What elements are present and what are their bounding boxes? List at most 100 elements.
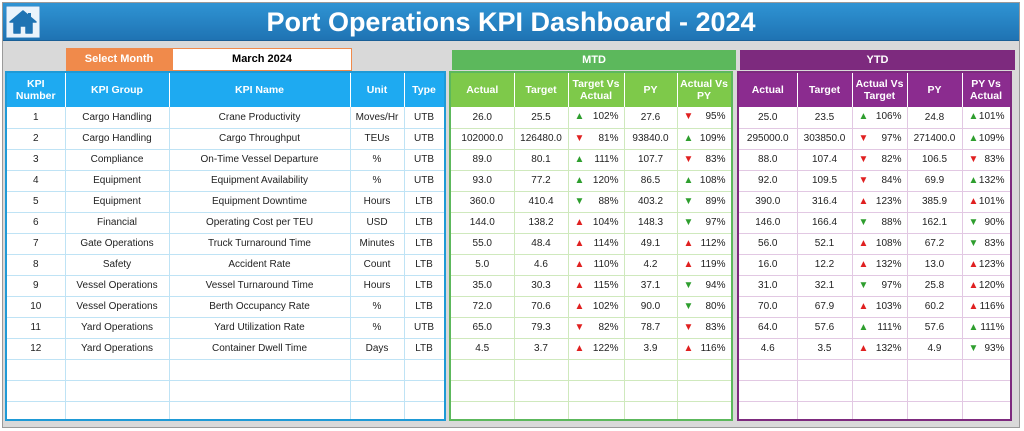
table-row: 390.0 316.4 ▲ 123% 385.9 ▲ 101%	[739, 191, 1010, 213]
ytd-actual-cell: 146.0	[739, 212, 798, 234]
ytd-actual-vs-target-cell: ▼ 88%	[852, 212, 908, 234]
ytd-actual-vs-target-cell: ▲ 108%	[852, 233, 908, 255]
mtd-actual-vs-py-cell: ▼ 94%	[677, 275, 731, 297]
percent-value: 108%	[699, 174, 726, 186]
mtd-actual-vs-py-cell: ▲ 109%	[677, 128, 731, 150]
mtd-target-vs-actual-cell: ▲ 114%	[568, 233, 625, 255]
kpi-group-cell: Vessel Operations	[65, 275, 170, 297]
empty-cell	[65, 380, 170, 402]
mtd-actual-vs-py-cell: ▼ 80%	[677, 296, 731, 318]
table-row: 4.6 3.5 ▲ 132% 4.9 ▼ 93%	[739, 338, 1010, 360]
kpi-number-cell: 7	[7, 233, 66, 255]
percent-value: 102%	[592, 111, 619, 122]
mtd-actual-cell: 65.0	[451, 317, 515, 339]
table-row: 93.0 77.2 ▲ 120% 86.5 ▲ 108%	[451, 170, 731, 192]
home-icon[interactable]	[5, 5, 41, 39]
empty-cell	[568, 380, 625, 402]
empty-cell	[65, 401, 170, 419]
up-arrow-icon: ▲	[858, 342, 869, 354]
type-cell: UTB	[404, 317, 444, 339]
kpi-name-cell: Container Dwell Time	[169, 338, 351, 360]
kpi-group-cell: Vessel Operations	[65, 296, 170, 318]
kpi-number-cell: 2	[7, 128, 66, 150]
kpi-group-cell: Yard Operations	[65, 338, 170, 360]
percent-value: 81%	[598, 132, 619, 144]
mtd-target-cell: 48.4	[514, 233, 569, 255]
percent-value: 111%	[594, 153, 619, 165]
mtd-actual-vs-py-cell: ▲ 116%	[677, 338, 731, 360]
title-bar: Port Operations KPI Dashboard - 2024	[3, 3, 1019, 41]
select-month-dropdown[interactable]: March 2024	[172, 48, 352, 71]
table-row: 8 Safety Accident Rate Count LTB	[7, 254, 444, 276]
table-row: 25.0 23.5 ▲ 106% 24.8 ▲ 101%	[739, 107, 1010, 129]
percent-value: 123%	[978, 258, 1005, 270]
ytd-target-cell: 57.6	[797, 317, 853, 339]
up-arrow-icon: ▲	[683, 258, 694, 270]
mtd-actual-cell: 89.0	[451, 149, 515, 171]
ytd-py-cell: 271400.0	[907, 128, 963, 150]
header-kpi-group: KPI Group	[65, 73, 170, 107]
kpi-group-cell: Equipment	[65, 191, 170, 213]
kpi-name-cell: Crane Productivity	[169, 107, 351, 129]
mtd-py-cell: 78.7	[624, 317, 678, 339]
empty-cell	[350, 359, 405, 381]
kpi-number-cell: 8	[7, 254, 66, 276]
empty-cell	[451, 401, 515, 419]
kpi-name-cell: Vessel Turnaround Time	[169, 275, 351, 297]
mtd-target-vs-actual-cell: ▼ 88%	[568, 191, 625, 213]
empty-cell	[852, 359, 908, 381]
ytd-py-cell: 4.9	[907, 338, 963, 360]
ytd-actual-cell: 31.0	[739, 275, 798, 297]
kpi-info-table: KPI Number KPI Group KPI Name Unit Type …	[7, 73, 444, 419]
type-cell: LTB	[404, 296, 444, 318]
empty-cell	[907, 359, 963, 381]
header-mtd-actual-vs-py: Actual Vs PY	[677, 73, 731, 107]
percent-value: 89%	[705, 195, 726, 207]
type-cell: UTB	[404, 149, 444, 171]
table-row: 89.0 80.1 ▲ 111% 107.7 ▼ 83%	[451, 149, 731, 171]
up-arrow-icon: ▲	[574, 300, 585, 312]
up-arrow-icon: ▲	[574, 342, 585, 354]
ytd-py-vs-actual-cell: ▲ 120%	[962, 275, 1010, 297]
ytd-target-cell: 107.4	[797, 149, 853, 171]
empty-row	[7, 380, 444, 402]
mtd-target-cell: 80.1	[514, 149, 569, 171]
up-arrow-icon: ▲	[858, 195, 869, 207]
ytd-target-cell: 32.1	[797, 275, 853, 297]
mtd-target-vs-actual-cell: ▲ 115%	[568, 275, 625, 297]
ytd-target-cell: 23.5	[797, 107, 853, 129]
empty-cell	[797, 401, 853, 419]
table-row: 11 Yard Operations Yard Utilization Rate% U…	[7, 317, 444, 339]
mtd-target-cell: 4.6	[514, 254, 569, 276]
empty-cell	[624, 359, 678, 381]
percent-value: 97%	[705, 216, 726, 228]
table-row: 31.0 32.1 ▼ 97% 25.8 ▲ 120%	[739, 275, 1010, 297]
table-row: 9 Vessel Operations Vessel Turnaround Time…	[7, 275, 444, 297]
percent-value: 90%	[984, 216, 1005, 228]
ytd-py-vs-actual-cell: ▲ 132%	[962, 170, 1010, 192]
type-cell: UTB	[404, 128, 444, 150]
header-ytd-py-vs-actual: PY Vs Actual	[962, 73, 1010, 107]
up-arrow-icon: ▲	[968, 279, 979, 291]
empty-row	[739, 401, 1010, 419]
ytd-target-cell: 303850.0	[797, 128, 853, 150]
mtd-actual-cell: 102000.0	[451, 128, 515, 150]
ytd-py-vs-actual-cell: ▲ 123%	[962, 254, 1010, 276]
empty-cell	[797, 380, 853, 402]
mtd-actual-cell: 35.0	[451, 275, 515, 297]
mtd-actual-cell: 360.0	[451, 191, 515, 213]
ytd-py-vs-actual-cell: ▼ 83%	[962, 233, 1010, 255]
empty-row	[7, 359, 444, 381]
kpi-group-cell: Yard Operations	[65, 317, 170, 339]
percent-value: 93%	[984, 342, 1005, 354]
up-arrow-icon: ▲	[683, 342, 694, 354]
percent-value: 95%	[705, 111, 726, 122]
mtd-py-cell: 4.2	[624, 254, 678, 276]
header-unit: Unit	[350, 73, 405, 107]
mtd-actual-vs-py-cell: ▲ 119%	[677, 254, 731, 276]
mtd-target-vs-actual-cell: ▲ 102%	[568, 107, 625, 129]
ytd-actual-vs-target-cell: ▲ 106%	[852, 107, 908, 129]
up-arrow-icon: ▲	[968, 321, 979, 333]
mtd-actual-cell: 55.0	[451, 233, 515, 255]
mtd-py-cell: 86.5	[624, 170, 678, 192]
